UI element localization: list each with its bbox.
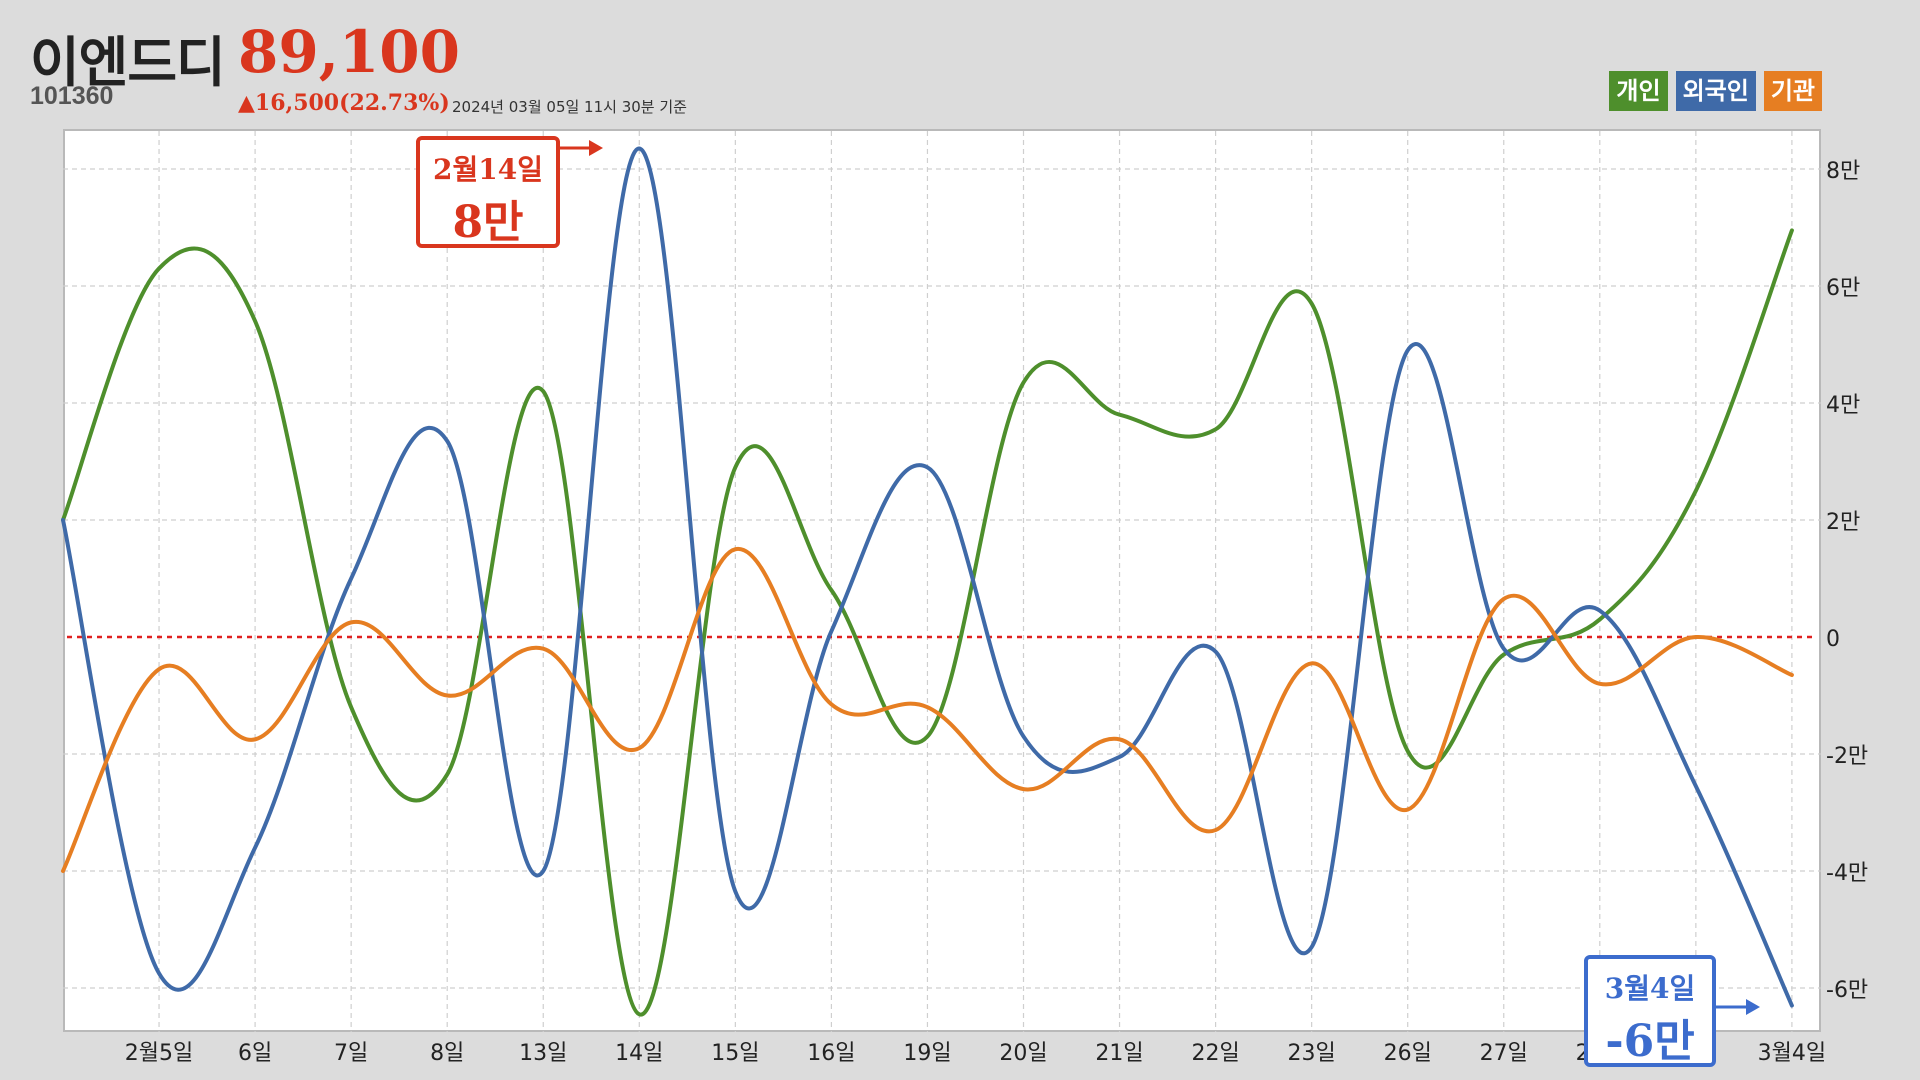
y-tick-label: -4만 bbox=[1826, 861, 1868, 886]
max-callout-date: 2월14일 bbox=[433, 153, 543, 186]
last-callout-arrow-head bbox=[1746, 999, 1760, 1015]
max-callout-arrow-head bbox=[589, 140, 603, 156]
series-foreign-line bbox=[61, 146, 1794, 1008]
x-tick-label: 2월5일 bbox=[125, 1041, 193, 1066]
x-tick-label: 22일 bbox=[1191, 1041, 1239, 1066]
y-tick-label: -2만 bbox=[1826, 744, 1868, 769]
legend-individual: 개인 bbox=[1609, 71, 1668, 111]
x-tick-label: 14일 bbox=[615, 1041, 663, 1066]
timestamp: 2024년 03월 05일 11시 30분 기준 bbox=[452, 98, 687, 116]
x-tick-label: 13일 bbox=[519, 1041, 567, 1066]
stock-name: 이엔드디 bbox=[30, 31, 226, 94]
max-callout: 2월14일 8만 bbox=[416, 136, 560, 248]
x-tick-label: 23일 bbox=[1288, 1041, 1336, 1066]
last-callout-value: -6만 bbox=[1605, 1016, 1695, 1067]
y-tick-label: 2만 bbox=[1826, 510, 1860, 535]
x-tick-label: 21일 bbox=[1095, 1041, 1143, 1066]
y-tick-label: 8만 bbox=[1826, 159, 1860, 184]
series-institution-line bbox=[61, 547, 1794, 873]
last-callout-date: 3월4일 bbox=[1604, 972, 1696, 1005]
x-tick-label: 7일 bbox=[334, 1041, 368, 1066]
legend-foreign: 외국인 bbox=[1675, 71, 1756, 111]
x-tick-label: 16일 bbox=[807, 1041, 855, 1066]
y-tick-label: 6만 bbox=[1826, 276, 1860, 301]
x-tick-label: 26일 bbox=[1384, 1041, 1432, 1066]
x-tick-label: 19일 bbox=[903, 1041, 951, 1066]
y-tick-label: 0 bbox=[1826, 627, 1840, 652]
y-tick-label: 4만 bbox=[1826, 393, 1860, 418]
x-tick-label: 20일 bbox=[999, 1041, 1047, 1066]
price-change: ▲16,500(22.73%) bbox=[238, 90, 450, 116]
last-callout: 3월4일 -6만 bbox=[1584, 955, 1716, 1067]
plot-area bbox=[63, 129, 1821, 1032]
max-callout-value: 8만 bbox=[452, 197, 524, 248]
stock-code: 101360 bbox=[30, 82, 114, 110]
y-tick-label: -6만 bbox=[1826, 978, 1868, 1003]
legend: 개인 외국인 기관 bbox=[1609, 71, 1822, 111]
x-tick-label: 8일 bbox=[430, 1041, 464, 1066]
x-tick-label: 27일 bbox=[1480, 1041, 1528, 1066]
series-individual-line bbox=[61, 228, 1794, 1017]
stock-price: 89,100 bbox=[238, 18, 460, 86]
x-tick-label: 3월4일 bbox=[1758, 1041, 1826, 1066]
x-tick-label: 6일 bbox=[238, 1041, 272, 1066]
x-tick-label: 15일 bbox=[711, 1041, 759, 1066]
legend-institution: 기관 bbox=[1763, 71, 1822, 111]
